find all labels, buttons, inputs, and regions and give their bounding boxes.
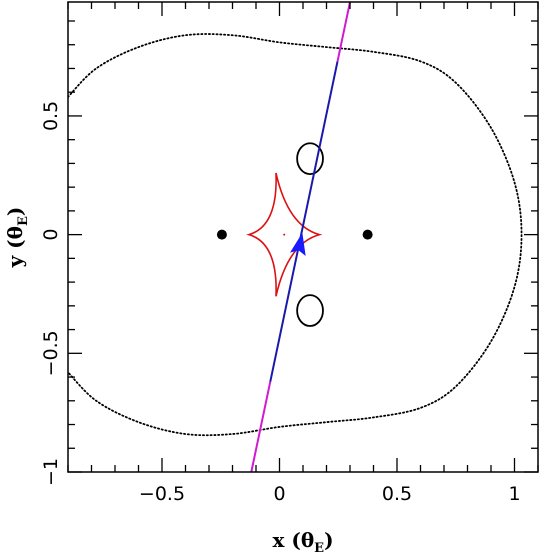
x-tick-labels: −0.5 0 0.5 1 bbox=[139, 483, 521, 505]
small-critical-curve-upper bbox=[296, 142, 324, 175]
trajectory-direction-arrow bbox=[290, 232, 306, 256]
caustic-center-point bbox=[283, 233, 286, 236]
y-tick-label: −0.5 bbox=[40, 330, 62, 376]
plot-area bbox=[68, 2, 523, 472]
x-tick-label: 1 bbox=[508, 483, 520, 505]
x-axis-label: x (θE) bbox=[272, 528, 333, 555]
y-tick-label: −1 bbox=[40, 458, 62, 486]
x-tick-label: 0 bbox=[273, 483, 285, 505]
caustic-curve bbox=[246, 172, 323, 297]
axis-ticks bbox=[67, 2, 539, 473]
small-critical-curve-lower bbox=[296, 294, 324, 327]
lens-point-right bbox=[362, 229, 373, 240]
trajectory-inner-segment bbox=[269, 61, 339, 383]
lens-point-left bbox=[216, 229, 227, 240]
plot-frame bbox=[67, 1, 539, 473]
trajectory-outer-segment-lower bbox=[250, 381, 272, 472]
x-tick-label: −0.5 bbox=[139, 483, 185, 505]
trajectory-outer-segment-upper bbox=[336, 2, 351, 62]
y-axis-label: y (θE) bbox=[3, 207, 31, 269]
y-tick-label: 0 bbox=[40, 229, 62, 241]
y-tick-labels: −1 −0.5 0 0.5 bbox=[40, 101, 62, 486]
outer-critical-curve bbox=[68, 33, 523, 437]
x-tick-label: 0.5 bbox=[382, 483, 412, 505]
y-tick-label: 0.5 bbox=[40, 101, 62, 131]
